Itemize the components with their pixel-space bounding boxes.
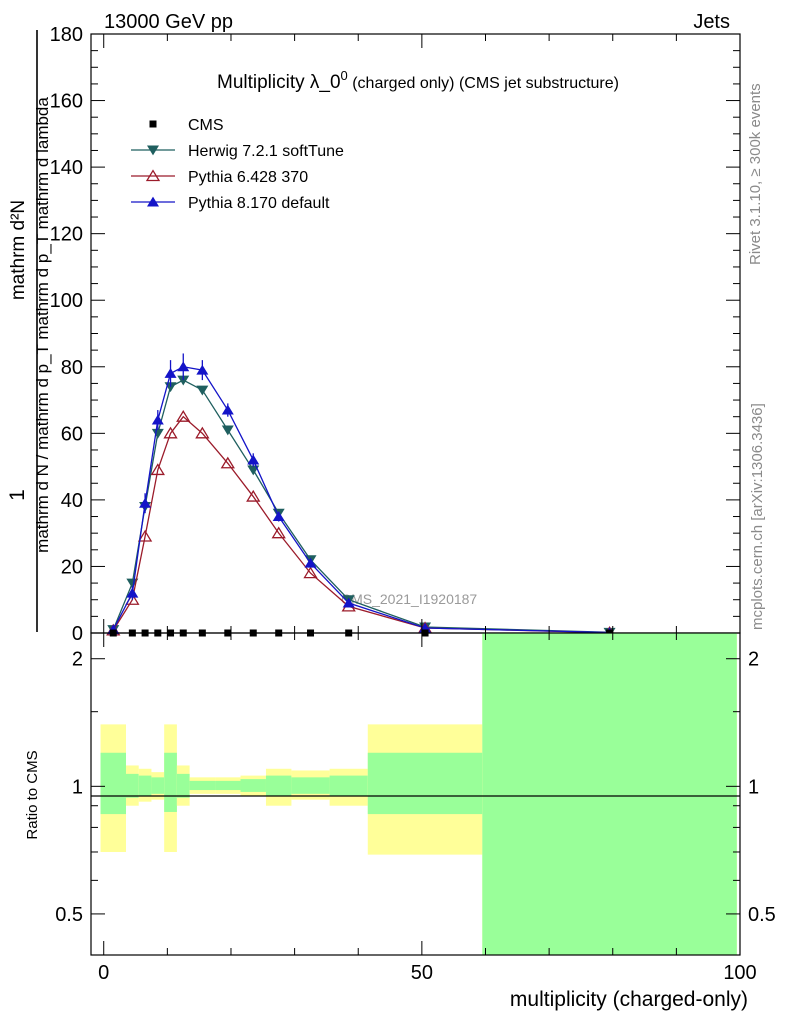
data-point [271, 526, 286, 539]
legend-label: Pythia 8.170 default [188, 195, 330, 212]
ratio-tick-label: 0.5 [55, 904, 83, 926]
ratio-band-green [189, 780, 216, 791]
data-point [342, 597, 355, 608]
series-line [112, 415, 610, 634]
ratio-band-green [176, 773, 190, 798]
ratio-tick-label-right: 0.5 [748, 904, 776, 926]
analysis-watermark: CMS_2021_I1920187 [341, 591, 477, 607]
data-point [303, 566, 318, 579]
data-point [151, 414, 164, 425]
data-point [195, 426, 210, 439]
y-axis-label: mathrm d²N 1 mathrm d N / mathrm d p_T m… [6, 30, 52, 632]
ratio-tick-label: 2 [72, 649, 83, 671]
ratio-tick-label: 1 [72, 776, 83, 798]
ratio-band-green [125, 773, 139, 798]
ratio-band-green [215, 780, 241, 791]
plot-title: Multiplicity λ_00 (charged only) (CMS je… [217, 68, 619, 93]
header-category: Jets [693, 11, 730, 33]
data-point [177, 361, 190, 372]
ratio-band-green [482, 633, 737, 955]
legend-marker [147, 145, 159, 156]
data-point [151, 428, 164, 439]
y-tick-label: 140 [50, 157, 83, 179]
legend-marker [145, 169, 161, 182]
y-tick-label: 120 [50, 224, 83, 246]
mcplots-label: mcplots.cern.ch [arXiv:1306.3436] [749, 403, 766, 630]
y-tick-label: 160 [50, 91, 83, 113]
data-point [246, 489, 261, 502]
y-tick-label: 60 [61, 423, 83, 445]
ratio-band-green [240, 779, 266, 792]
y-tick-label: 20 [61, 556, 83, 578]
y-tick-label: 180 [50, 24, 83, 46]
series-line [112, 366, 610, 634]
ratio-band-green [329, 775, 368, 796]
data-point [220, 456, 235, 469]
data-point [126, 587, 139, 598]
y-tick-label: 0 [72, 623, 83, 645]
legend-label: CMS [188, 117, 224, 134]
legend-label: Herwig 7.2.1 softTune [188, 143, 344, 160]
y-tick-label: 100 [50, 290, 83, 312]
main-plot-panel: 0 20 40 60 80 100 120 140 160 180 Multiplicity λ_… [50, 24, 741, 645]
x-tick-label: 50 [411, 962, 433, 984]
ratio-plot-panel: 0.5 0.5 1 1 2 2 Ratio to CMS [24, 632, 776, 956]
ratio-plot-frame [90, 632, 741, 956]
ylabel-one: 1 [6, 489, 29, 501]
ratio-band-green [367, 752, 483, 815]
data-point [304, 557, 317, 568]
ratio-band-green [164, 752, 177, 812]
ratio-band-green [138, 775, 152, 796]
data-point [150, 463, 165, 476]
data-point [176, 410, 191, 422]
data-point [137, 529, 153, 542]
ratio-ylabel: Ratio to CMS [24, 750, 41, 839]
ratio-tick-label-right: 2 [748, 649, 759, 671]
data-point [272, 511, 285, 522]
ylabel-numerator: mathrm d²N [8, 200, 29, 300]
x-axis-label: multiplicity (charged-only) [510, 988, 748, 1011]
x-tick-label: 100 [723, 962, 756, 984]
data-point [164, 368, 177, 378]
x-tick-label: 0 [98, 962, 109, 984]
data-point [139, 497, 152, 508]
ratio-tick-label-right: 1 [748, 776, 759, 798]
legend: CMS Herwig 7.2.1 softTune Pythia 6.428 370… [131, 117, 344, 212]
header-energy: 13000 GeV pp [104, 11, 233, 33]
data-point [247, 454, 260, 465]
data-point [196, 385, 209, 396]
data-point [221, 425, 234, 436]
ratio-band-green [291, 777, 330, 794]
data-point [163, 426, 178, 439]
ratio-band-green [151, 777, 165, 794]
legend-label: Pythia 6.428 370 [188, 169, 308, 186]
legend-marker [149, 120, 157, 128]
ylabel-denominator: mathrm d N / mathrm d p_T mathrm d p_T m… [33, 97, 52, 553]
rivet-label: Rivet 3.1.10, ≥ 300k events [747, 83, 764, 265]
data-point [221, 404, 234, 415]
y-tick-label: 80 [61, 357, 83, 379]
ratio-band-green [265, 775, 292, 796]
ratio-band-green [100, 752, 126, 815]
data-point [177, 375, 190, 386]
legend-marker [147, 196, 159, 207]
y-tick-label: 40 [61, 490, 83, 512]
data-point [126, 578, 139, 589]
series-line [112, 379, 610, 633]
data-point [196, 364, 209, 375]
